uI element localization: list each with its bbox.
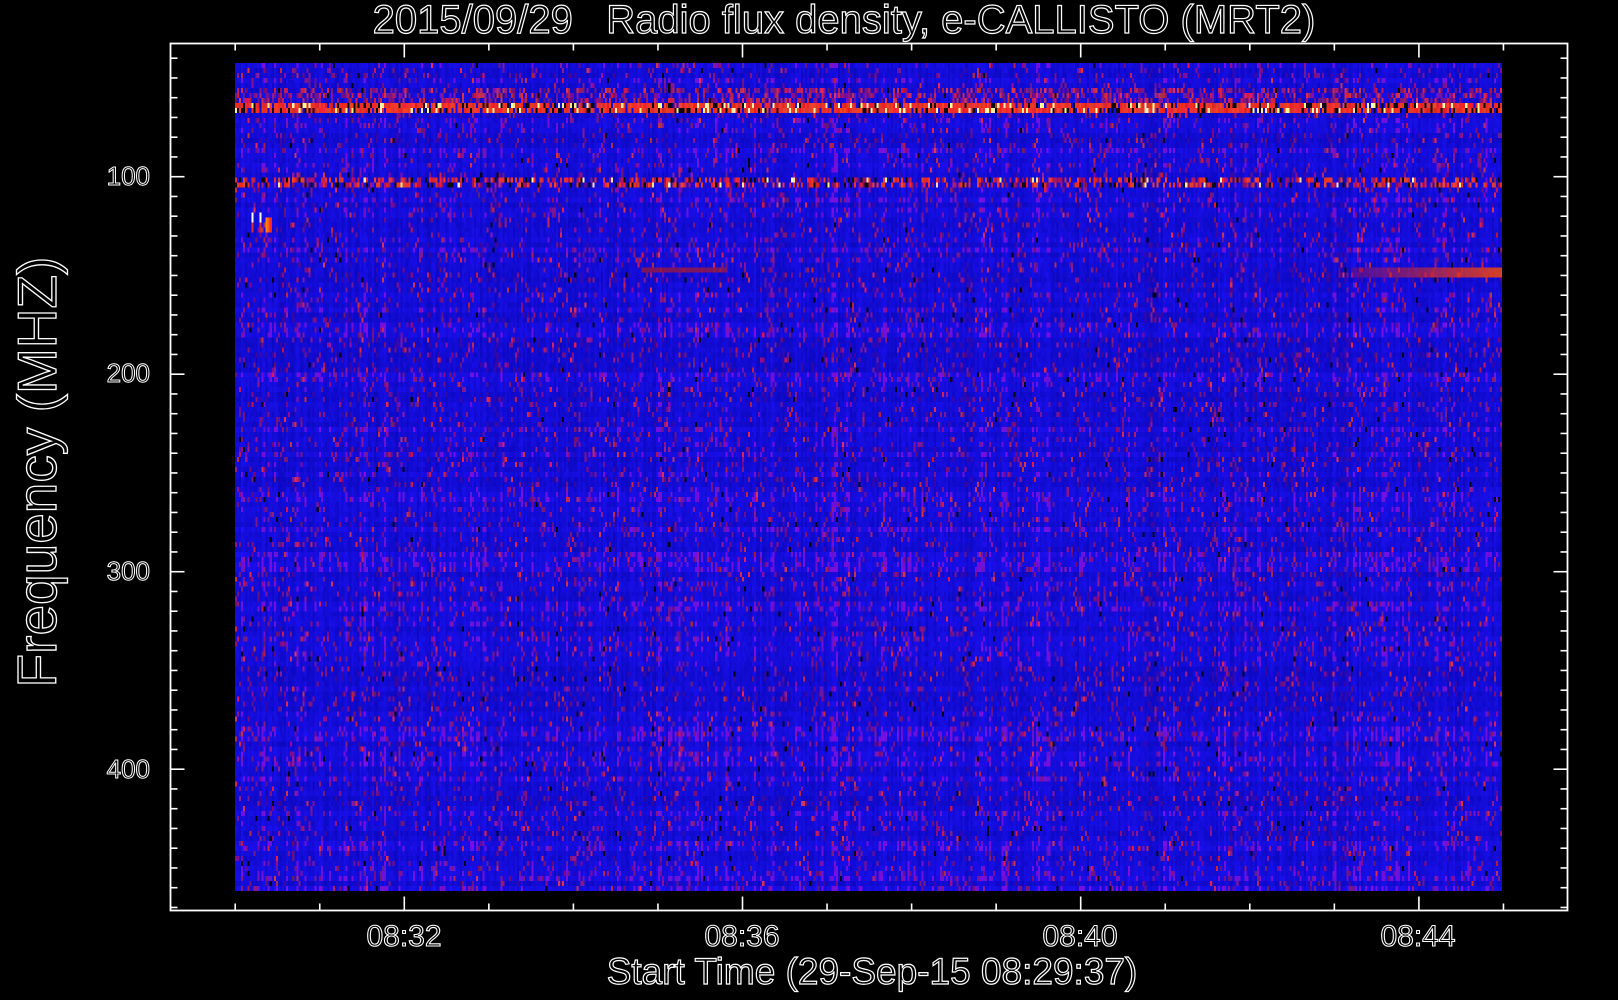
- svg-text:08:32: 08:32: [366, 920, 441, 953]
- svg-text:2015/09/29 Radio flux densit: 2015/09/29 Radio flux density, e-CALLIST…: [373, 0, 1316, 42]
- svg-text:Start Time (29-Sep-15 08:29:37: Start Time (29-Sep-15 08:29:37): [607, 951, 1138, 992]
- svg-text:200: 200: [107, 358, 150, 388]
- svg-text:300: 300: [107, 556, 150, 586]
- svg-text:Frequency (MHZ): Frequency (MHZ): [6, 257, 68, 688]
- svg-text:400: 400: [107, 754, 150, 784]
- svg-text:08:40: 08:40: [1042, 920, 1117, 953]
- svg-text:08:36: 08:36: [704, 920, 779, 953]
- svg-text:08:44: 08:44: [1380, 920, 1455, 953]
- svg-text:100: 100: [107, 161, 150, 191]
